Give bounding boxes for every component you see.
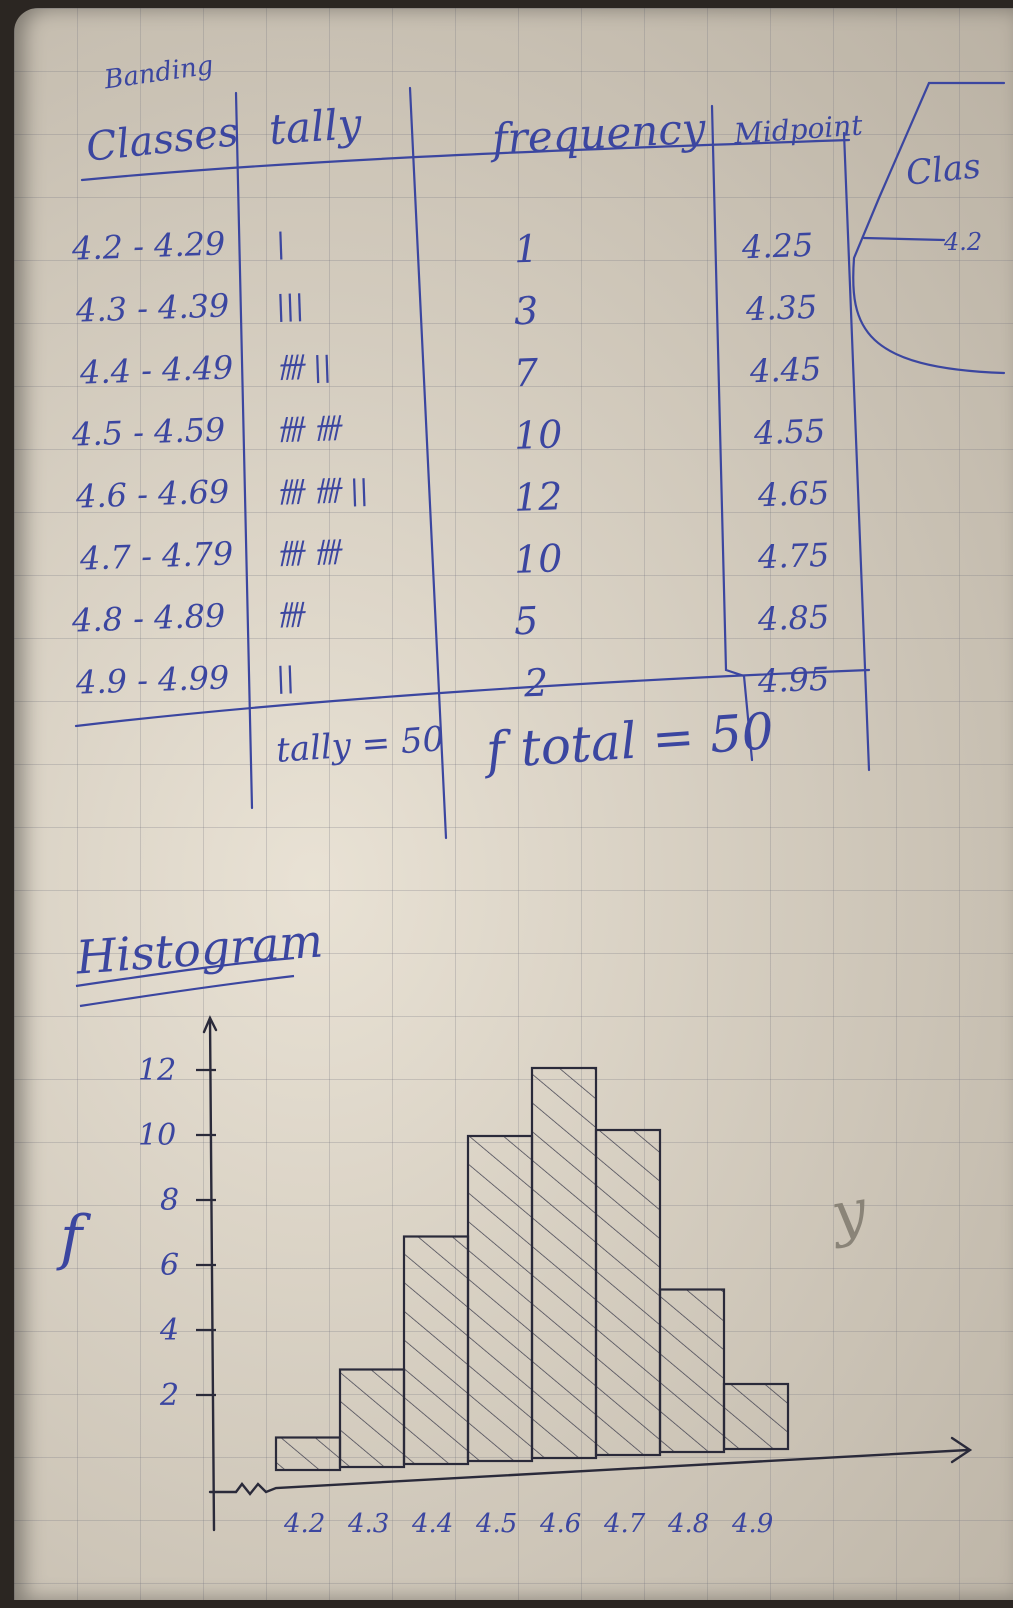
x-axis: [208, 1448, 970, 1496]
x-tick-label: 4.3: [347, 1509, 389, 1539]
x-tick-label: 4.7: [603, 1509, 646, 1539]
y-tick-label: 2: [159, 1378, 179, 1413]
histogram-chart: 4.2 4.3 4.4 4.5 4.6 4.7 4.8 4.9 2 4 6 8 10 12 f: [56, 1015, 973, 1539]
x-axis-arrow: [950, 1436, 973, 1464]
y-axis-label: f: [56, 1203, 92, 1273]
side-note-struck: 4.2: [944, 228, 983, 256]
y-tick-label: 12: [138, 1053, 176, 1088]
histogram-bar-4.5: [466, 1134, 534, 1463]
x-tick-label: 4.6: [539, 1509, 581, 1539]
y-tick-label: 4: [159, 1313, 179, 1348]
histogram-bar-4.7: [594, 1128, 662, 1457]
histogram-bar-4.2: [274, 1436, 342, 1472]
histogram-bar-4.8: [658, 1288, 726, 1454]
x-tick-label: 4.8: [667, 1509, 709, 1539]
x-tick-label: 4.9: [731, 1509, 773, 1539]
histogram-bar-4.3: [338, 1368, 406, 1469]
y-axis-arrow: [202, 1015, 218, 1034]
y-tick-label: 6: [160, 1248, 179, 1283]
y-tick-label: 8: [160, 1183, 179, 1218]
x-tick-label: 4.4: [411, 1509, 453, 1539]
y-tick-label: 10: [138, 1118, 176, 1153]
x-tick-label: 4.5: [475, 1509, 517, 1539]
histogram-bar-4.4: [402, 1235, 470, 1466]
histogram-bar-4.9: [722, 1382, 790, 1451]
table-rules: [74, 81, 1006, 840]
y-axis: [208, 1016, 216, 1532]
histogram-bar-4.6: [530, 1066, 598, 1460]
x-tick-label: 4.2: [283, 1509, 325, 1539]
notebook-page: Banding Classes tally frequency Midpoint…: [14, 8, 1013, 1600]
